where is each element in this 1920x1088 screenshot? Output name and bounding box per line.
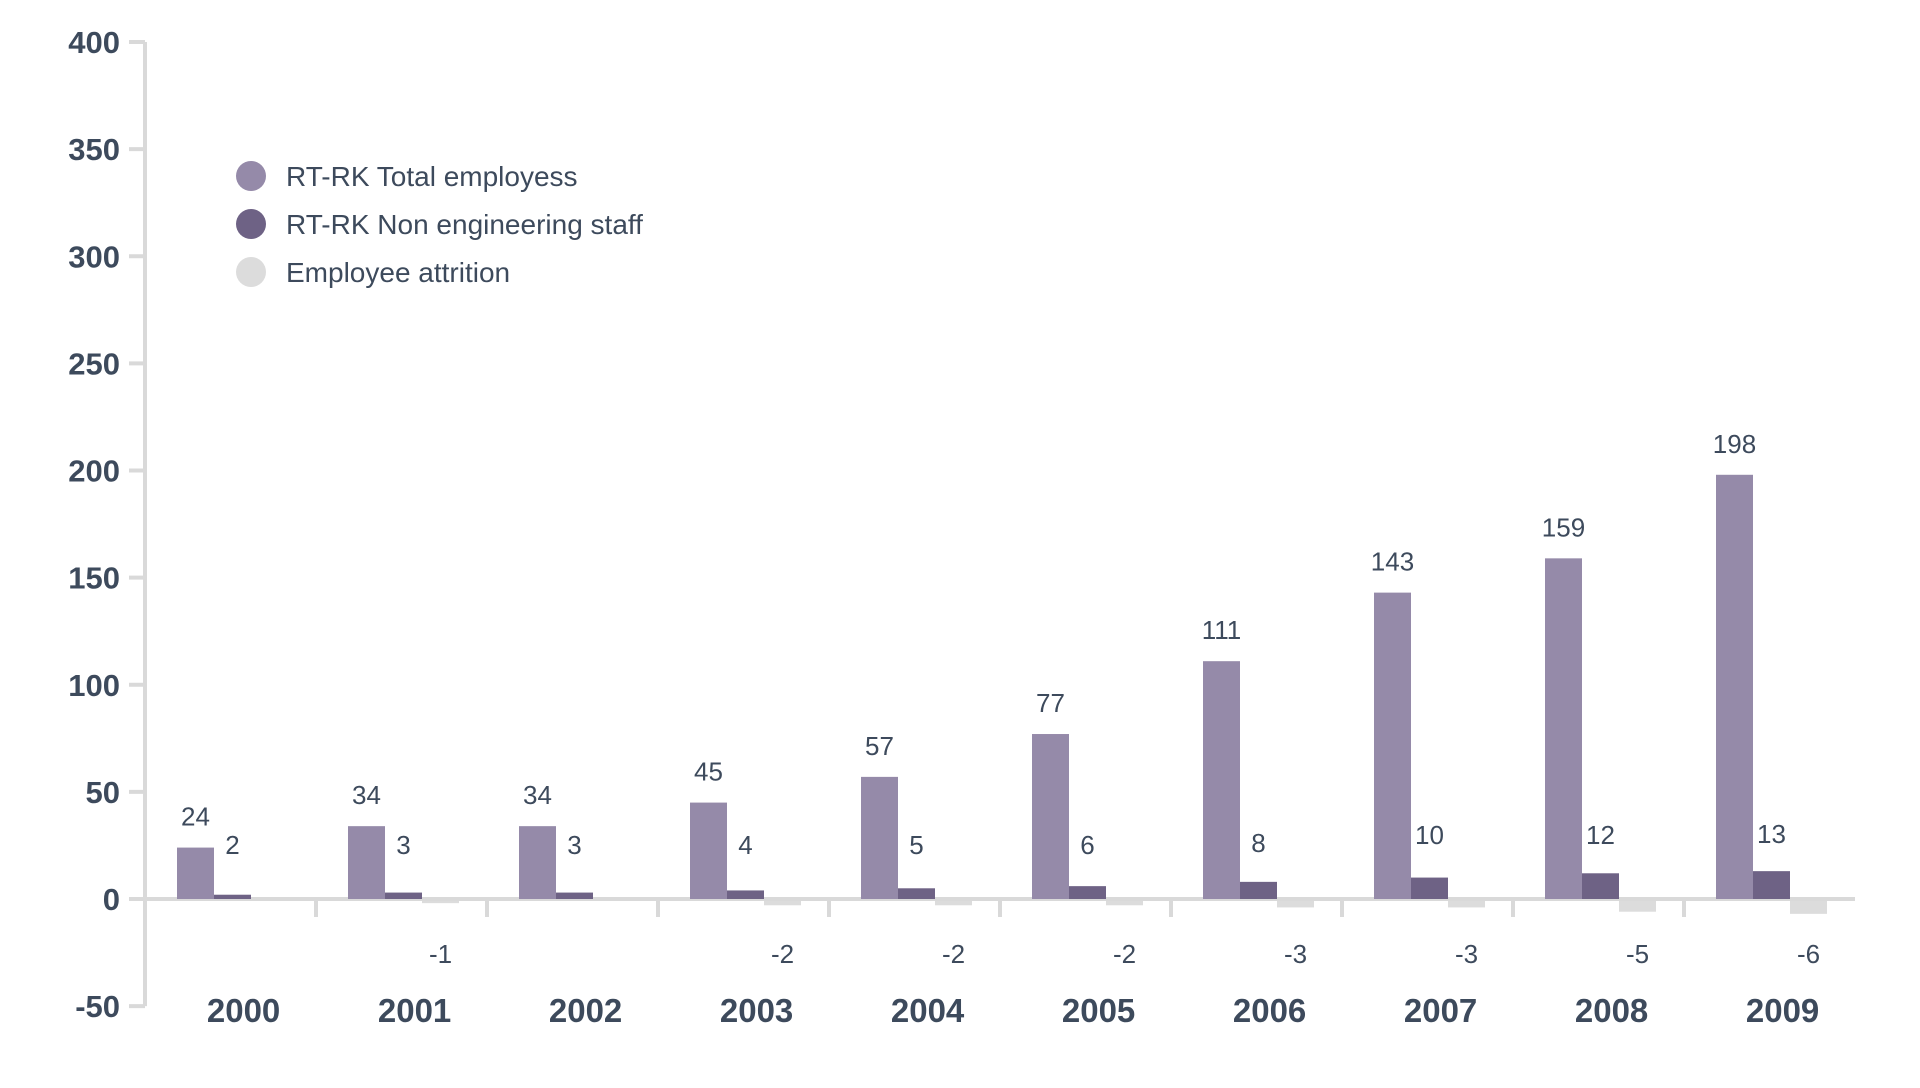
bar-employee-attrition — [1106, 901, 1143, 906]
y-tick-label: 250 — [68, 346, 120, 381]
bar-non-engineering-staff — [1411, 877, 1448, 899]
bar-non-engineering-staff — [1069, 886, 1106, 899]
y-tick-label: 200 — [68, 454, 120, 489]
data-label-employee-attrition: -5 — [1626, 939, 1649, 969]
bar-total-employees — [348, 826, 385, 899]
x-tick-label: 2000 — [207, 992, 280, 1029]
data-label-non-engineering-staff: 3 — [396, 830, 410, 860]
data-label-employee-attrition: -2 — [1113, 939, 1136, 969]
bar-non-engineering-staff — [898, 888, 935, 899]
bar-non-engineering-staff — [1240, 881, 1277, 899]
legend-label-non-engineering-staff: RT-RK Non engineering staff — [286, 209, 643, 240]
bar-employee-attrition — [1277, 901, 1314, 908]
data-label-non-engineering-staff: 2 — [225, 830, 239, 860]
bar-total-employees — [1374, 592, 1411, 899]
y-tick-label: 0 — [103, 882, 120, 917]
data-label-total-employees: 159 — [1542, 512, 1585, 542]
bar-total-employees — [1545, 558, 1582, 899]
bar-total-employees — [1203, 661, 1240, 899]
y-tick-label: 100 — [68, 668, 120, 703]
bar-employee-attrition — [1619, 901, 1656, 912]
data-label-employee-attrition: -2 — [771, 939, 794, 969]
data-label-non-engineering-staff: 4 — [738, 830, 752, 860]
data-label-non-engineering-staff: 6 — [1080, 830, 1094, 860]
x-tick-label: 2001 — [378, 992, 451, 1029]
data-label-total-employees: 111 — [1202, 615, 1242, 645]
data-label-employee-attrition: -6 — [1797, 939, 1820, 969]
data-label-total-employees: 77 — [1036, 688, 1065, 718]
bar-non-engineering-staff — [727, 890, 764, 899]
bar-employee-attrition — [422, 901, 459, 904]
x-tick-label: 2002 — [549, 992, 622, 1029]
x-tick-label: 2003 — [720, 992, 793, 1029]
x-tick-label: 2009 — [1746, 992, 1819, 1029]
y-tick-label: 150 — [68, 561, 120, 596]
legend-label-employee-attrition: Employee attrition — [286, 257, 510, 288]
data-label-employee-attrition: -3 — [1455, 939, 1478, 969]
data-label-total-employees: 57 — [865, 731, 894, 761]
x-tick-label: 2006 — [1233, 992, 1306, 1029]
data-label-non-engineering-staff: 5 — [909, 830, 923, 860]
legend-marker-total-employees — [236, 161, 266, 191]
y-tick-label: 350 — [68, 132, 120, 167]
bar-employee-attrition — [935, 901, 972, 906]
y-tick-label: -50 — [75, 989, 120, 1024]
data-label-employee-attrition: -1 — [429, 939, 452, 969]
legend-marker-employee-attrition — [236, 257, 266, 287]
legend-marker-non-engineering-staff — [236, 209, 266, 239]
bar-total-employees — [177, 847, 214, 899]
legend-label-total-employees: RT-RK Total employess — [286, 161, 578, 192]
data-label-total-employees: 198 — [1713, 429, 1756, 459]
data-label-total-employees: 34 — [352, 780, 381, 810]
x-tick-label: 2005 — [1062, 992, 1135, 1029]
data-label-employee-attrition: -3 — [1284, 939, 1307, 969]
data-label-total-employees: 45 — [694, 757, 723, 787]
x-tick-label: 2007 — [1404, 992, 1477, 1029]
data-label-employee-attrition: -2 — [942, 939, 965, 969]
bar-total-employees — [519, 826, 556, 899]
bar-total-employees — [861, 776, 898, 899]
data-label-total-employees: 34 — [523, 780, 552, 810]
bar-non-engineering-staff — [385, 892, 422, 899]
axes: 400 350 300 250 200 150 100 50 0 -50 2000 2001 2002 2… — [68, 25, 1855, 1029]
bar-non-engineering-staff — [556, 892, 593, 899]
y-tick-label: 400 — [68, 25, 120, 60]
data-label-non-engineering-staff: 8 — [1251, 828, 1265, 858]
bar-non-engineering-staff — [214, 894, 251, 899]
data-label-non-engineering-staff: 3 — [567, 830, 581, 860]
data-label-total-employees: 24 — [181, 802, 210, 832]
bar-total-employees — [1032, 734, 1069, 899]
y-tick-label: 300 — [68, 239, 120, 274]
data-label-total-employees: 143 — [1371, 547, 1414, 577]
bar-non-engineering-staff — [1753, 871, 1790, 899]
legend: RT-RK Total employess RT-RK Non engineeri… — [236, 161, 643, 288]
x-tick-label: 2004 — [891, 992, 965, 1029]
bar-employee-attrition — [1448, 901, 1485, 908]
bar-total-employees — [690, 802, 727, 899]
data-label-non-engineering-staff: 13 — [1757, 819, 1786, 849]
data-label-non-engineering-staff: 12 — [1586, 820, 1615, 850]
data-label-non-engineering-staff: 10 — [1415, 820, 1444, 850]
x-tick-label: 2008 — [1575, 992, 1648, 1029]
bar-total-employees — [1716, 474, 1753, 899]
y-tick-label: 50 — [86, 775, 120, 810]
bar-non-engineering-staff — [1582, 873, 1619, 899]
bar-employee-attrition — [764, 901, 801, 906]
bar-employee-attrition — [1790, 901, 1827, 914]
bars — [177, 474, 1827, 914]
